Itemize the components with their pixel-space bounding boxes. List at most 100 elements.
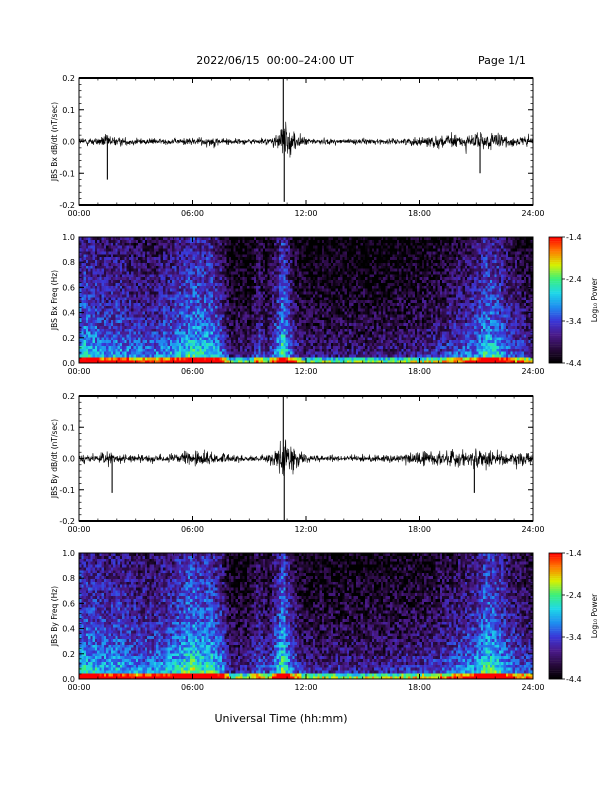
spectrogram-cell — [235, 354, 239, 358]
spectrogram-cell — [144, 302, 148, 306]
spectrogram-cell — [113, 334, 116, 338]
spectrogram-cell — [142, 345, 145, 349]
spectrogram-cell — [192, 351, 195, 355]
spectrogram-cell — [165, 282, 168, 286]
spectrogram-cell — [144, 268, 148, 272]
spectrogram-cell — [81, 328, 84, 332]
spectrogram-cell — [172, 345, 175, 349]
spectrogram-cell — [299, 308, 302, 312]
spectrogram-cell — [117, 340, 121, 344]
spectrogram-cell — [197, 237, 200, 241]
spectrogram-cell — [97, 308, 100, 312]
spectrogram-cell — [296, 357, 300, 361]
spectrogram-cell — [235, 360, 239, 364]
spectrogram-cell — [85, 342, 89, 346]
spectrogram-cell — [79, 325, 82, 329]
spectrogram-cell — [208, 265, 211, 269]
spectrogram-cell — [235, 285, 239, 289]
spectrogram-cell — [212, 345, 216, 349]
spectrogram-cell — [224, 328, 227, 332]
spectrogram-cell — [79, 294, 82, 298]
spectrogram-cell — [167, 357, 170, 361]
spectrogram-cell — [149, 334, 152, 338]
spectrogram-cell — [187, 328, 191, 332]
spectrogram-cell — [310, 297, 313, 301]
spectrogram-cell — [306, 305, 309, 309]
spectrogram-cell — [88, 334, 91, 338]
spectrogram-cell — [222, 248, 225, 252]
spectrogram-cell — [85, 360, 89, 364]
spectrogram-cell — [156, 297, 159, 301]
spectrogram-cell — [260, 254, 264, 258]
spectrogram-cell — [113, 257, 116, 261]
spectrogram-cell — [138, 305, 141, 309]
spectrogram-cell — [181, 354, 184, 358]
spectrogram-cell — [326, 285, 329, 289]
spectrogram-cell — [294, 328, 298, 332]
spectrogram-cell — [244, 274, 248, 278]
spectrogram-cell — [79, 297, 82, 301]
spectrogram-cell — [162, 345, 166, 349]
spectrogram-cell — [265, 288, 268, 292]
spectrogram-cell — [81, 277, 84, 281]
spectrogram-cell — [128, 268, 132, 272]
spectrogram-cell — [233, 342, 236, 346]
spectrogram-cell — [253, 322, 257, 326]
spectrogram-cell — [201, 302, 204, 306]
spectrogram-cell — [83, 279, 86, 283]
spectrogram-cell — [140, 245, 143, 249]
spectrogram-cell — [278, 237, 282, 241]
spectrogram-cell — [315, 291, 318, 295]
spectrogram-cell — [203, 345, 207, 349]
spectrogram-cell — [251, 308, 254, 312]
spectrogram-cell — [194, 242, 198, 246]
spectrogram-cell — [296, 360, 300, 364]
spectrogram-cell — [103, 265, 107, 269]
spectrogram-cell — [174, 325, 177, 329]
spectrogram-cell — [312, 351, 316, 355]
spectrogram-cell — [124, 257, 127, 261]
spectrogram-cell — [201, 360, 204, 364]
spectrogram-cell — [101, 331, 105, 335]
spectrogram-cell — [278, 259, 282, 263]
spectrogram-cell — [281, 259, 284, 263]
spectrogram-cell — [301, 342, 304, 346]
spectrogram-cell — [197, 279, 200, 283]
spectrogram-cell — [160, 237, 164, 241]
spectrogram-cell — [194, 302, 198, 306]
spectrogram-cell — [156, 305, 159, 309]
spectrogram-cell — [278, 325, 282, 329]
spectrogram-cell — [140, 351, 143, 355]
spectrogram-cell — [249, 251, 252, 255]
spectrogram-cell — [317, 314, 320, 318]
spectrogram-cell — [274, 242, 277, 246]
spectrogram-cell — [140, 242, 143, 246]
spectrogram-cell — [199, 248, 202, 252]
spectrogram-cell — [290, 239, 293, 243]
spectrogram-cell — [144, 245, 148, 249]
spectrogram-cell — [185, 294, 189, 298]
spectrogram-cell — [158, 294, 161, 298]
spectrogram-cell — [144, 282, 148, 286]
spectrogram-cell — [240, 294, 243, 298]
spectrogram-cell — [240, 239, 243, 243]
spectrogram-cell — [206, 351, 209, 355]
spectrogram-cell — [108, 317, 111, 321]
spectrogram-cell — [110, 259, 114, 263]
spectrogram-cell — [174, 311, 177, 315]
spectrogram-cell — [99, 357, 102, 361]
spectrogram-cell — [285, 271, 288, 275]
spectrogram-cell — [142, 251, 145, 255]
spectrogram-cell — [81, 325, 84, 329]
spectrogram-cell — [128, 294, 132, 298]
spectrogram-cell — [287, 291, 291, 295]
spectrogram-cell — [185, 271, 189, 275]
spectrogram-cell — [162, 237, 166, 241]
spectrogram-cell — [203, 251, 207, 255]
spectrogram-cell — [258, 357, 261, 361]
spectrogram-cell — [244, 311, 248, 315]
spectrogram-cell — [133, 317, 136, 321]
spectrogram-cell — [203, 337, 207, 341]
spectrogram-cell — [208, 248, 211, 252]
spectrogram-cell — [240, 328, 243, 332]
